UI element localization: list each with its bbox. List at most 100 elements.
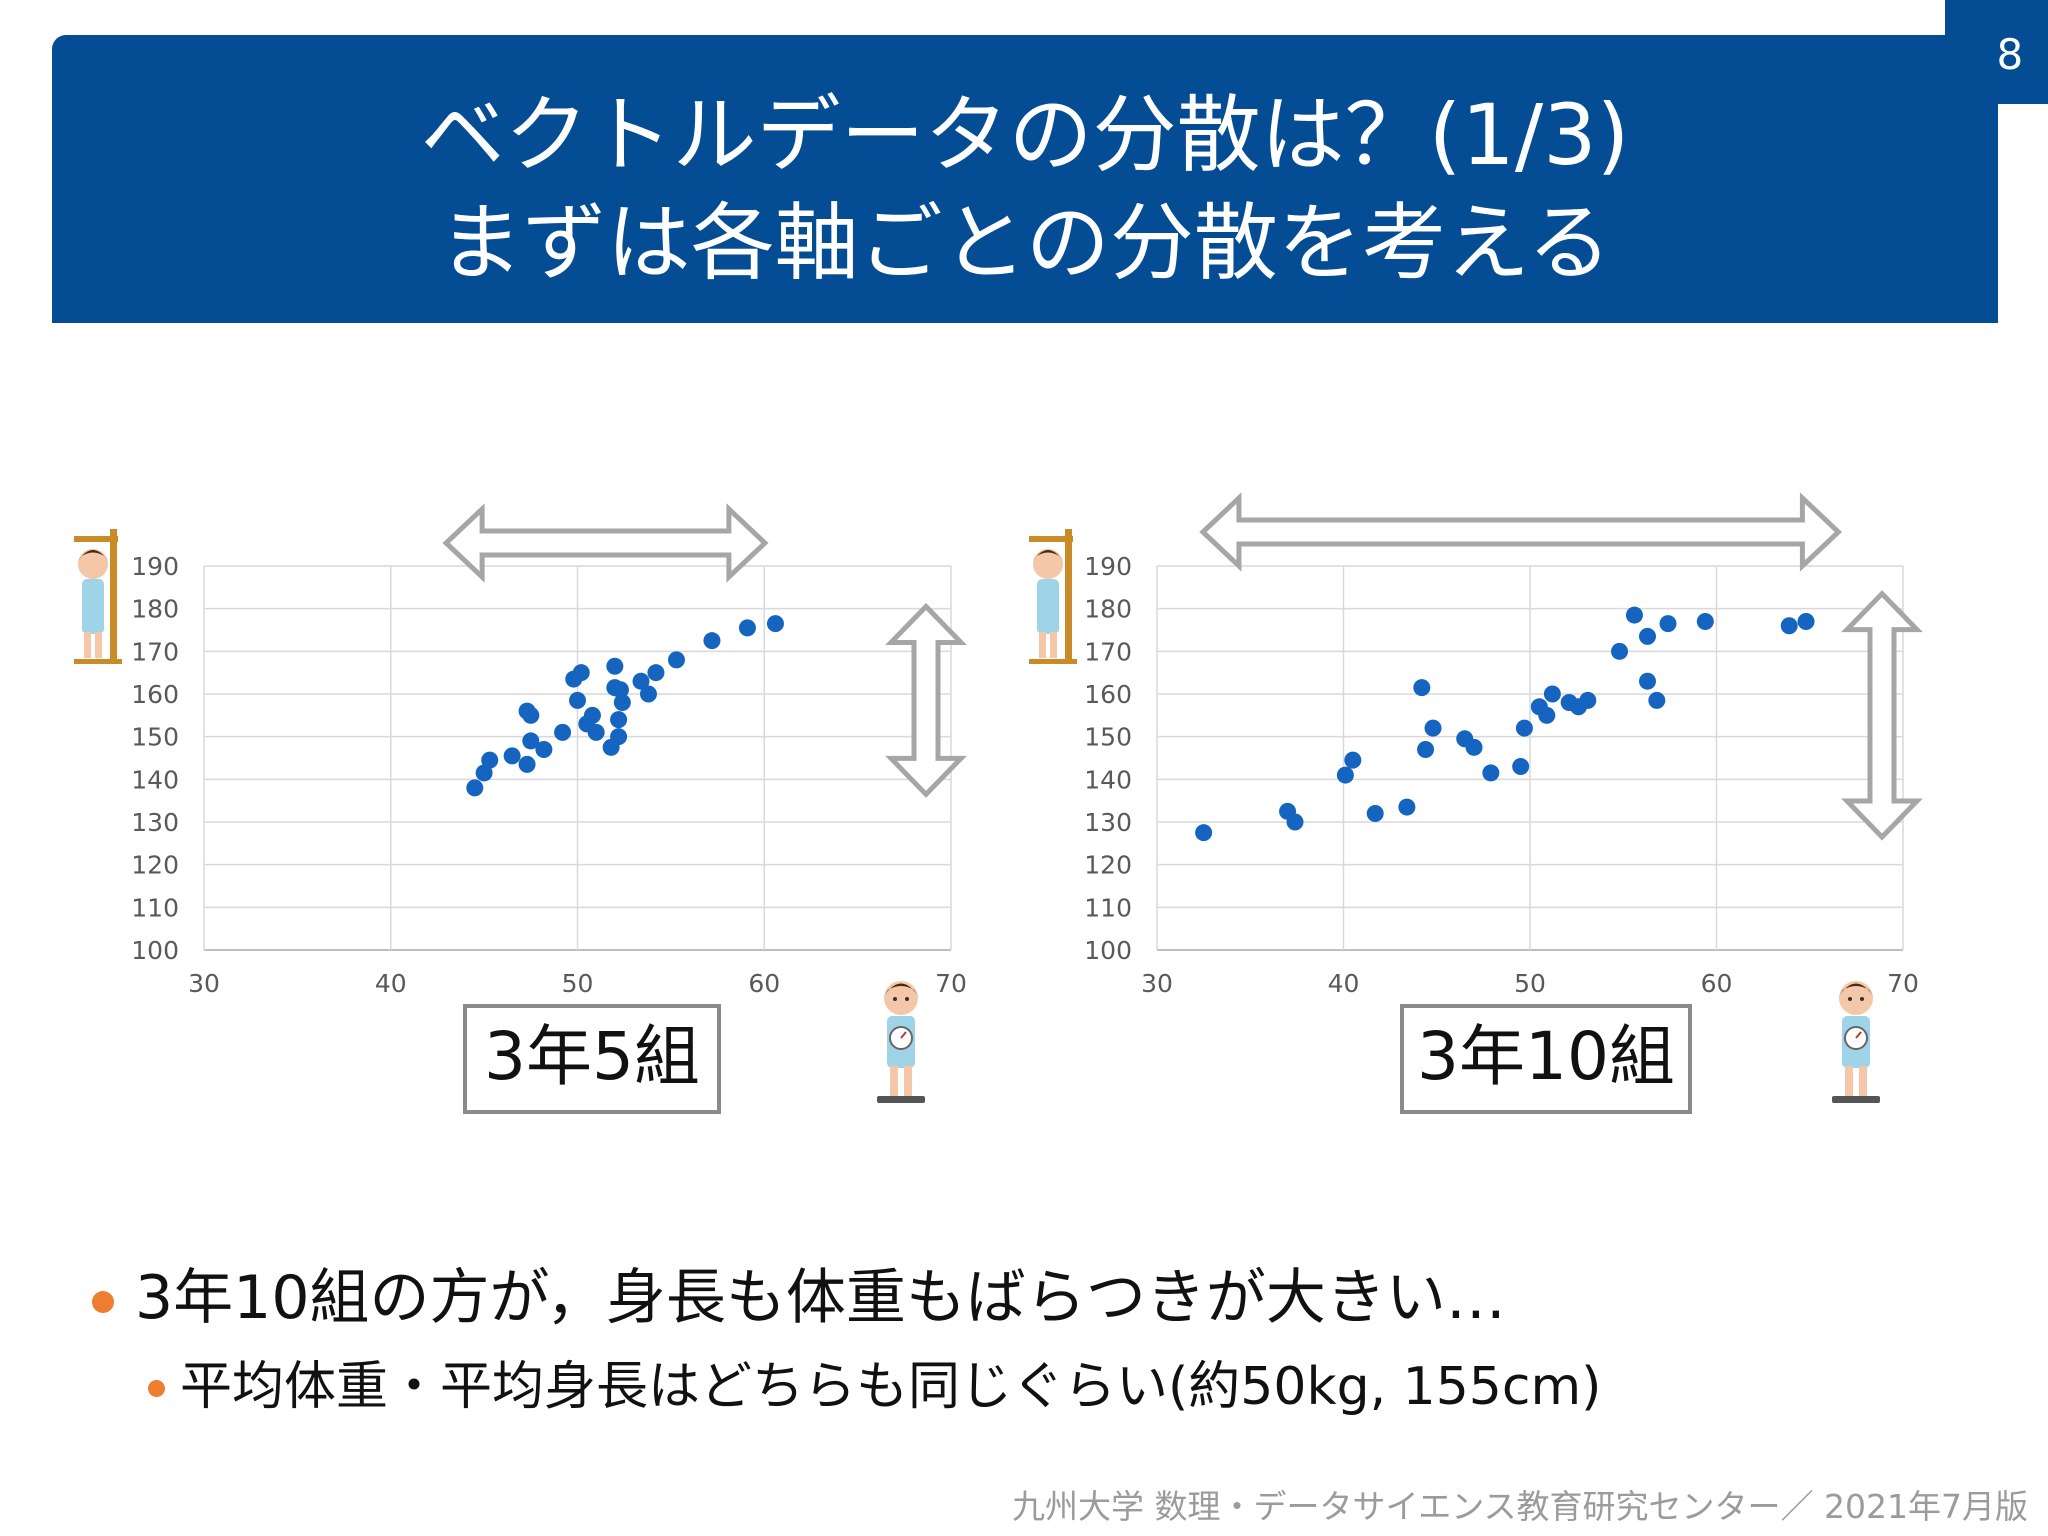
y-spread-arrow bbox=[885, 602, 967, 798]
y-tick-label: 110 bbox=[131, 893, 179, 922]
y-tick-label: 110 bbox=[1084, 893, 1132, 922]
data-point bbox=[1344, 751, 1362, 769]
data-point bbox=[606, 657, 624, 675]
data-point bbox=[1543, 685, 1561, 703]
data-point bbox=[667, 651, 685, 669]
data-point bbox=[1648, 691, 1666, 709]
data-points bbox=[466, 615, 784, 797]
data-point bbox=[1625, 606, 1643, 624]
y-tick-label: 160 bbox=[131, 680, 179, 709]
x-tick-label: 40 bbox=[1328, 969, 1360, 998]
data-point bbox=[1195, 824, 1213, 842]
data-point bbox=[569, 691, 586, 709]
scatter-chart-class5: 100 110 120 130 140 150 160 170 180 190 30 40 50 60 70 bbox=[74, 503, 967, 1103]
data-point bbox=[1512, 758, 1530, 776]
scatter-chart-class10: 100 110 120 130 140 150 160 170 180 190 30 40 50 60 70 bbox=[1029, 492, 1923, 1103]
data-point bbox=[481, 751, 499, 769]
data-point bbox=[1515, 719, 1533, 737]
data-point bbox=[610, 711, 628, 729]
data-point bbox=[610, 728, 628, 746]
footer-credit: 九州大学 数理・データサイエンス教育研究センター／ 2021年7月版 bbox=[1012, 1487, 2028, 1526]
data-point bbox=[703, 632, 721, 650]
x-spread-arrow bbox=[442, 503, 769, 583]
data-point bbox=[1482, 764, 1500, 782]
y-tick-label: 170 bbox=[131, 637, 179, 666]
data-point bbox=[1638, 672, 1656, 690]
data-point bbox=[1797, 612, 1815, 630]
y-tick-label: 180 bbox=[131, 595, 179, 624]
y-tick-label: 140 bbox=[131, 765, 179, 794]
grid-lines bbox=[1156, 565, 1904, 951]
data-point bbox=[554, 723, 572, 741]
data-point bbox=[1398, 798, 1416, 816]
data-point bbox=[1336, 766, 1354, 784]
x-tick-label: 50 bbox=[562, 969, 594, 998]
x-tick-label: 60 bbox=[748, 969, 780, 998]
slide-title-line1: ベクトルデータの分散は？(1/3) bbox=[420, 86, 1630, 184]
y-tick-label: 150 bbox=[1084, 723, 1132, 752]
data-point bbox=[1417, 740, 1435, 758]
data-point bbox=[583, 706, 601, 724]
y-tick-label: 100 bbox=[131, 936, 179, 965]
x-tick-label: 30 bbox=[1141, 969, 1173, 998]
x-tick-label: 70 bbox=[935, 969, 967, 998]
y-tick-label: 150 bbox=[131, 723, 179, 752]
y-tick-label: 100 bbox=[1084, 936, 1132, 965]
bullet-text-1: 3年10組の方が，身長も体重もばらつきが大きい… bbox=[135, 1263, 1506, 1333]
data-point bbox=[639, 685, 657, 703]
data-point bbox=[766, 615, 784, 633]
y-tick-label: 180 bbox=[1084, 595, 1132, 624]
data-point bbox=[1366, 804, 1384, 822]
bullet-dot-1 bbox=[92, 1291, 114, 1313]
x-tick-label: 60 bbox=[1701, 969, 1733, 998]
data-point bbox=[518, 755, 536, 773]
y-tick-label: 130 bbox=[131, 808, 179, 837]
y-tick-label: 120 bbox=[131, 851, 179, 880]
x-tick-label: 50 bbox=[1514, 969, 1546, 998]
data-point bbox=[1538, 706, 1556, 724]
y-tick-label: 190 bbox=[1084, 552, 1132, 581]
x-tick-label: 70 bbox=[1887, 969, 1919, 998]
data-point bbox=[1659, 615, 1677, 633]
data-point bbox=[522, 706, 540, 724]
data-point bbox=[632, 672, 650, 690]
data-point bbox=[1780, 617, 1798, 635]
y-spread-arrow bbox=[1841, 590, 1923, 841]
x-tick-label: 40 bbox=[375, 969, 407, 998]
y-tick-label: 140 bbox=[1084, 765, 1132, 794]
data-point bbox=[738, 619, 756, 637]
height-measure-child-icon bbox=[74, 529, 122, 664]
data-point bbox=[503, 747, 521, 765]
scale-child-icon bbox=[1832, 981, 1880, 1103]
y-tick-label: 160 bbox=[1084, 680, 1132, 709]
data-point bbox=[1579, 691, 1597, 709]
data-point bbox=[1286, 813, 1304, 831]
y-tick-label: 190 bbox=[131, 552, 179, 581]
height-measure-child-icon bbox=[1029, 529, 1077, 664]
x-spread-arrow bbox=[1199, 492, 1843, 572]
x-tick-label: 30 bbox=[188, 969, 220, 998]
y-tick-label: 170 bbox=[1084, 637, 1132, 666]
bullet-dot-2 bbox=[148, 1380, 165, 1397]
data-point bbox=[522, 732, 540, 750]
data-point bbox=[611, 681, 629, 699]
data-point bbox=[1465, 738, 1483, 756]
data-point bbox=[1413, 679, 1431, 697]
data-point bbox=[466, 779, 484, 797]
y-tick-label: 120 bbox=[1084, 851, 1132, 880]
data-point bbox=[1611, 642, 1629, 660]
data-point bbox=[587, 723, 605, 741]
data-point bbox=[1638, 627, 1656, 645]
data-point bbox=[1424, 719, 1442, 737]
y-tick-label: 130 bbox=[1084, 808, 1132, 837]
slide-title-line2: まずは各軸ごとの分散を考える bbox=[438, 194, 1612, 292]
data-point bbox=[1696, 612, 1714, 630]
scale-child-icon bbox=[877, 981, 925, 1103]
data-point bbox=[475, 764, 493, 782]
data-points bbox=[1195, 606, 1815, 842]
data-point bbox=[647, 664, 665, 682]
bullet-text-2: 平均体重・平均身長はどちらも同じぐらい(約50kg, 155cm) bbox=[180, 1357, 1602, 1417]
class-label-class10: 3年10組 bbox=[1400, 1004, 1692, 1114]
data-point bbox=[572, 664, 590, 682]
class-label-class5: 3年5組 bbox=[463, 1004, 721, 1114]
